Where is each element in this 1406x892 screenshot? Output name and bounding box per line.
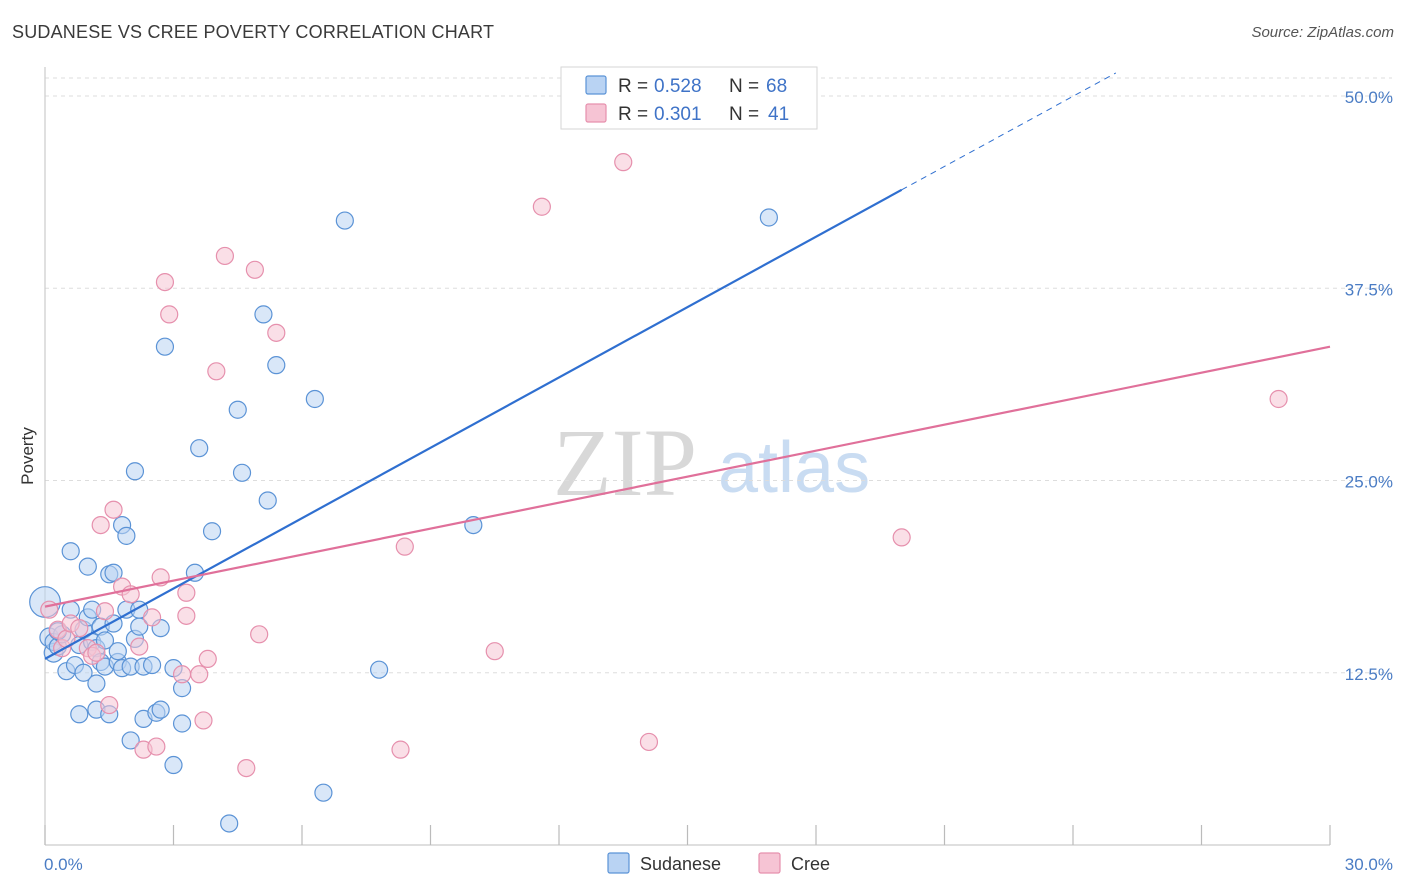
sudanese-point [104,563,123,582]
trend-lines [44,72,1331,660]
sudanese-point [305,389,324,409]
sudanese-point [267,356,286,375]
cree-point [237,758,256,778]
cree-point [639,732,659,752]
correlation-legend: R = 0.528 N = 68 R = 0.301 N = 41 [560,66,818,130]
y-tick-label: 37.5% [1345,280,1393,299]
sudanese-point [117,526,136,545]
bottom-legend-swatch-cree [758,852,781,874]
sudanese-point [228,400,247,419]
sudanese-point [95,631,115,650]
sudanese-point [74,663,93,682]
sudanese-point [164,755,183,775]
sudanese-point [202,522,222,541]
cree-point [194,711,213,730]
x-tick-label-max: 30.0% [1345,855,1393,874]
sudanese-point [151,700,170,719]
legend-n-value-cree: 41 [768,104,789,125]
sudanese-point [759,208,778,227]
sudanese-point [125,462,145,481]
legend-n-label-cree: N = [729,104,759,125]
cree-point [142,608,162,627]
cree-point [87,643,106,662]
sudanese-point [190,439,209,458]
y-tick-label: 12.5% [1345,665,1393,684]
sudanese-point [70,705,89,724]
y-tick-labels: 12.5% 25.0% 37.5% 50.0% [1345,88,1393,684]
cree-point [155,272,175,292]
cree-point [91,515,110,535]
sudanese-point [155,337,175,356]
sudanese-point [232,463,252,482]
cree-point [100,695,119,715]
cree-point [177,606,196,625]
sudanese-point [314,783,333,802]
sudanese-point [258,491,277,510]
cree-point [532,197,551,216]
y-tick-label: 25.0% [1345,473,1393,492]
sudanese-point [61,542,80,561]
legend-r-value-sudanese: 0.528 [654,76,702,97]
bottom-legend-label-cree: Cree [791,854,830,874]
cree-point [147,737,166,756]
legend-swatch-cree [585,103,607,123]
cree-point [95,602,115,621]
cree-point [395,537,414,556]
cree-point [198,649,217,669]
cree-point [130,637,149,656]
cree-point [892,528,911,547]
cree-point [1269,389,1288,409]
cree-point [104,500,123,519]
cree-point [177,583,196,602]
legend-n-value-sudanese: 68 [766,76,787,97]
cree-point [250,625,269,644]
sudanese-point [220,814,239,833]
cree-point [267,323,286,342]
cree-point [215,246,234,266]
legend-r-value-cree: 0.301 [654,104,702,125]
chart-title: SUDANESE VS CREE POVERTY CORRELATION CHA… [12,22,495,42]
legend-r-label-cree: R = [618,104,648,125]
cree-point [207,362,226,381]
cree-point [391,740,410,759]
x-ticks [44,825,1331,845]
chart-source: Source: ZipAtlas.com [1251,24,1394,41]
sudanese-point [335,211,354,230]
trend-line-cree [44,345,1331,608]
sudanese-point [370,660,389,679]
sudanese-point [130,617,149,636]
trend-line-sudanese-extension [901,72,1117,191]
sudanese-point [87,674,106,693]
y-axis-title: Poverty [18,427,37,485]
cree-point [614,153,633,172]
y-tick-label: 50.0% [1345,88,1393,107]
cree-point [245,260,264,279]
legend-n-label-sudanese: N = [729,76,759,97]
legend-swatch-sudanese [585,75,607,95]
watermark-atlas: atlas [718,428,870,508]
cree-point [70,619,89,638]
sudanese-point [172,714,192,733]
sudanese-point [254,305,273,324]
x-tick-label-min: 0.0% [44,855,83,874]
cree-point [485,642,504,661]
trend-line-sudanese [44,188,903,660]
series-legend: Sudanese Cree [607,852,830,874]
sudanese-points [29,208,778,833]
bottom-legend-swatch-sudanese [607,852,630,874]
sudanese-point [108,642,127,661]
sudanese-point [142,655,162,675]
cree-point [160,305,179,324]
cree-point [190,665,209,684]
bottom-legend-label-sudanese: Sudanese [640,854,721,874]
sudanese-point [121,731,140,750]
cree-point [172,665,192,684]
legend-r-label-sudanese: R = [618,76,648,97]
watermark: ZIP atlas [553,409,870,516]
cree-points [40,153,1288,778]
sudanese-point [78,557,97,576]
